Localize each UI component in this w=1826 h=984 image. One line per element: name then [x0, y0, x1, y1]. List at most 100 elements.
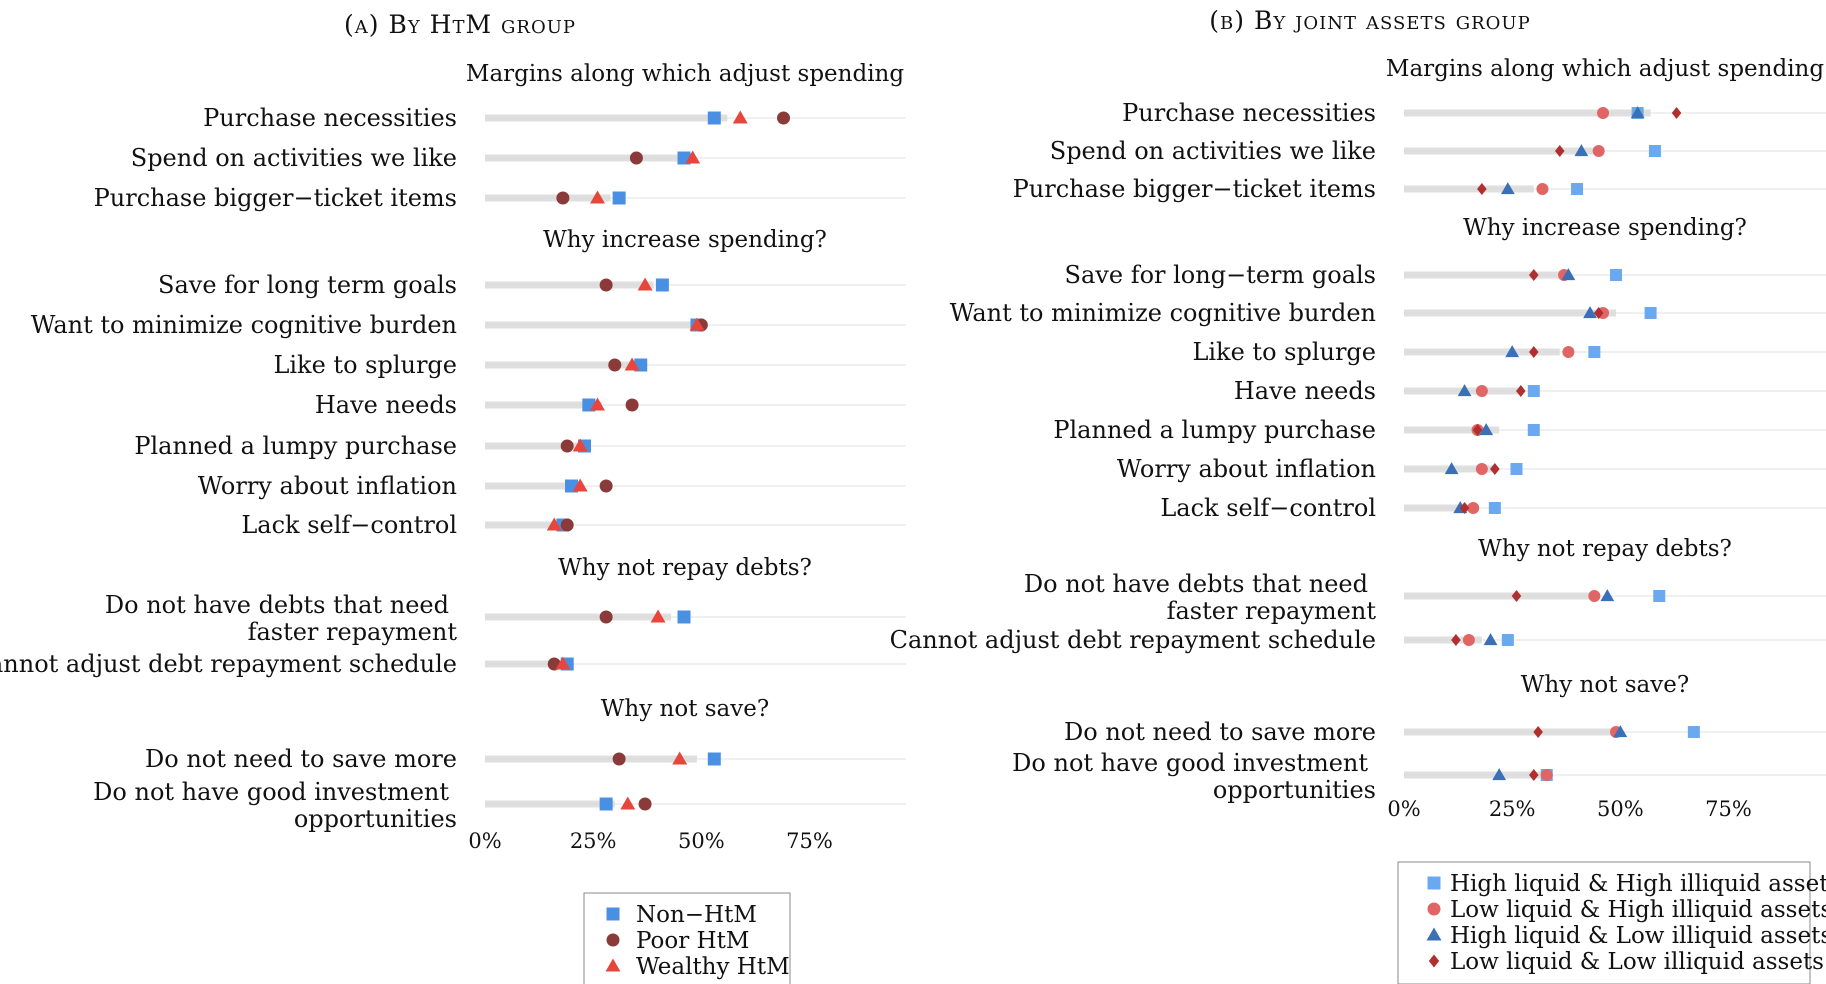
x-tick-label: 75%	[1705, 797, 1752, 821]
total-bar	[485, 154, 693, 162]
row-label: Like to splurge	[1192, 338, 1376, 366]
legend-label: Low liquid & High illiquid assets	[1450, 897, 1826, 923]
total-bar	[1404, 109, 1651, 117]
data-point-triangle	[689, 317, 705, 331]
data-point-diamond	[1528, 769, 1539, 781]
data-point-circle	[1536, 183, 1549, 195]
data-point-square	[1687, 726, 1700, 738]
legend-label: High liquid & Low illiquid assets	[1450, 923, 1826, 949]
data-point-diamond	[1477, 183, 1487, 195]
legend-symbol	[606, 933, 620, 947]
total-bar	[1404, 728, 1616, 736]
row-label: Want to minimize cognitive burden	[31, 311, 457, 339]
data-point-triangle	[1505, 345, 1520, 358]
data-point-circle	[612, 752, 626, 766]
data-point-square	[1510, 463, 1523, 475]
total-bar	[485, 194, 611, 202]
data-point-square	[1648, 145, 1661, 157]
data-point-diamond	[1593, 307, 1604, 319]
data-point-circle	[1467, 502, 1480, 514]
row-label: Spend on activities we like	[131, 144, 457, 172]
total-bar	[485, 755, 697, 763]
data-point-triangle	[1457, 384, 1472, 397]
section-title: Why increase spending?	[1463, 215, 1747, 241]
row-label: Planned a lumpy purchase	[134, 432, 457, 460]
legend-label: High liquid & High illiquid assets	[1450, 871, 1826, 897]
data-point-square	[655, 278, 669, 292]
data-point-diamond	[1511, 590, 1522, 602]
data-point-circle	[599, 610, 613, 624]
x-tick-label: 0%	[1387, 797, 1420, 821]
panel-title: (b) By joint assets group	[1209, 6, 1530, 35]
data-point-circle	[1462, 634, 1475, 646]
data-point-square	[1653, 590, 1666, 602]
data-point-square	[1571, 183, 1584, 195]
data-point-circle	[1475, 385, 1488, 397]
row-label: Lack self−control	[1160, 494, 1376, 522]
data-point-square	[1609, 269, 1622, 281]
data-point-triangle	[685, 150, 701, 164]
data-point-diamond	[1472, 424, 1483, 436]
data-point-circle	[1592, 145, 1605, 157]
data-point-circle	[560, 518, 574, 532]
total-bar	[485, 401, 602, 409]
legend-label: Non−HtM	[636, 902, 757, 928]
section-title: Margins along which adjust spending	[466, 61, 904, 87]
total-bar	[485, 660, 563, 668]
data-point-circle	[560, 439, 574, 453]
row-label: Do not have debts that need	[1024, 570, 1368, 598]
total-bar	[485, 613, 672, 621]
row-label: Do not have good investment	[93, 778, 449, 806]
data-point-triangle	[1561, 268, 1576, 281]
data-point-circle	[599, 278, 613, 292]
data-point-circle	[625, 398, 639, 412]
data-point-triangle	[620, 796, 636, 810]
data-point-triangle	[1479, 423, 1494, 436]
legend-symbol	[1428, 954, 1440, 968]
data-point-diamond	[1528, 346, 1539, 358]
data-point-square	[1501, 634, 1514, 646]
legend-label: Poor HtM	[636, 928, 749, 954]
data-point-triangle	[1574, 144, 1589, 157]
data-point-circle	[777, 111, 791, 125]
total-bar	[485, 281, 654, 289]
total-bar	[485, 482, 576, 490]
data-point-circle	[556, 191, 570, 205]
data-point-triangle	[1500, 182, 1515, 195]
total-bar	[1404, 636, 1482, 644]
data-point-triangle	[590, 397, 605, 411]
data-point-circle	[1597, 107, 1610, 119]
total-bar	[1404, 426, 1500, 434]
row-label: Lack self−control	[241, 511, 457, 539]
data-point-diamond	[1671, 107, 1682, 119]
data-point-square	[599, 797, 613, 811]
data-point-circle	[1540, 769, 1553, 781]
row-label: Do not need to save more	[1064, 718, 1376, 746]
data-point-diamond	[1533, 726, 1543, 738]
section-title: Margins along which adjust spending	[1386, 56, 1824, 82]
data-point-diamond	[1516, 385, 1526, 397]
row-label: Do not have good investment	[1012, 749, 1368, 777]
total-bar	[1404, 348, 1560, 356]
row-label: Have needs	[315, 391, 457, 419]
total-bar	[1404, 771, 1543, 779]
data-point-diamond	[1451, 634, 1461, 646]
data-point-triangle	[624, 357, 640, 371]
data-point-triangle	[1483, 633, 1498, 646]
data-point-square	[1527, 385, 1540, 397]
legend-label: Low liquid & Low illiquid assets	[1450, 949, 1824, 975]
data-point-square	[1488, 502, 1501, 514]
total-bar	[485, 321, 697, 329]
x-tick-label: 50%	[678, 829, 725, 853]
data-point-square	[1527, 424, 1540, 436]
data-point-diamond	[1459, 502, 1470, 514]
x-tick-label: 25%	[570, 829, 617, 853]
data-point-triangle	[555, 656, 571, 670]
total-bar	[1404, 504, 1478, 512]
data-point-triangle	[650, 609, 666, 623]
row-label: Worry about inflation	[198, 472, 457, 500]
data-point-triangle	[572, 478, 588, 492]
row-label: Have needs	[1234, 377, 1376, 405]
x-tick-label: 0%	[468, 829, 501, 853]
row-label: Spend on activities we like	[1050, 137, 1376, 165]
